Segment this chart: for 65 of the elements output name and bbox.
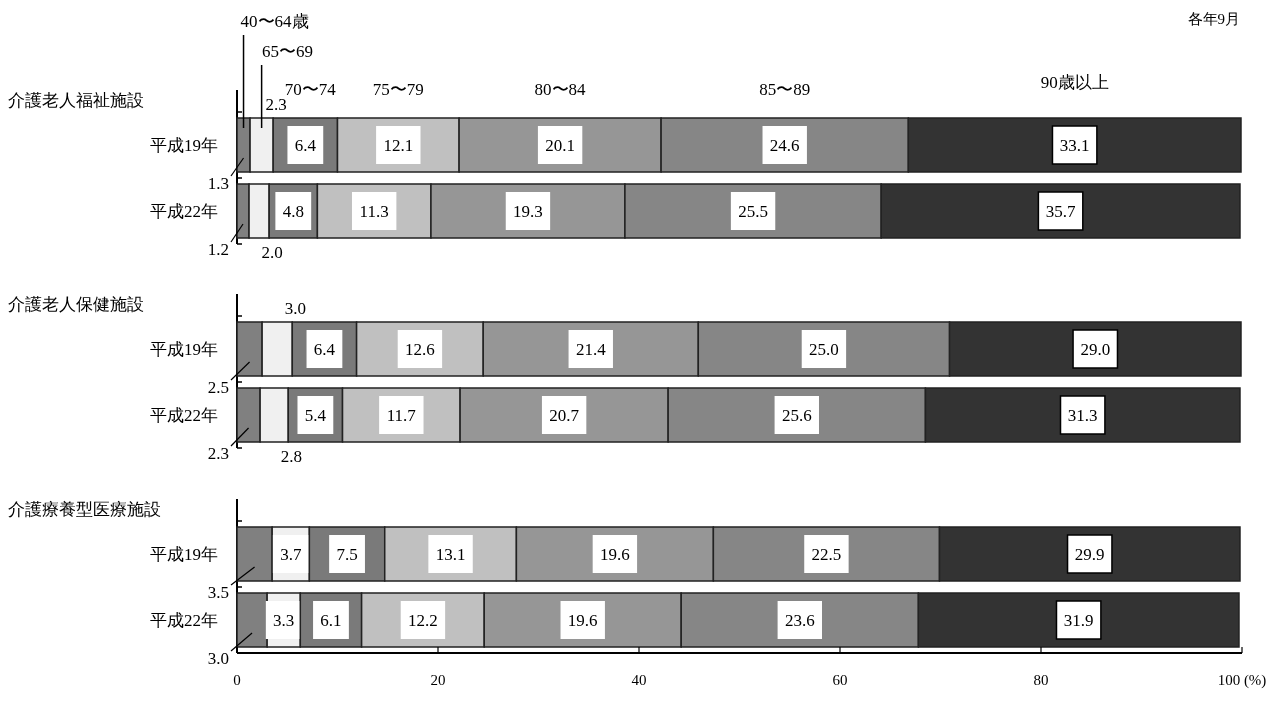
data-label: 33.1 <box>1059 136 1090 155</box>
data-label: 24.6 <box>769 136 800 155</box>
data-label: 19.6 <box>567 611 598 630</box>
x-tick-label: 0 <box>233 672 241 688</box>
data-label: 22.5 <box>811 545 842 564</box>
x-tick-label: 100 (%) <box>1217 672 1267 689</box>
data-label: 3.0 <box>284 299 306 318</box>
data-label: 3.0 <box>207 649 229 668</box>
text: 介護老人福祉施設 <box>8 91 144 110</box>
y-tick-label: 平成22年 <box>150 202 218 221</box>
series-label: 75〜79 <box>372 80 424 99</box>
data-label: 13.1 <box>435 545 466 564</box>
data-label: 1.2 <box>207 240 229 259</box>
y-tick-label: 平成22年 <box>150 406 218 425</box>
data-label: 12.6 <box>405 340 435 359</box>
text: 各年9月 <box>1187 11 1240 27</box>
data-label: 11.7 <box>386 406 417 425</box>
text: 介護療養型医療施設 <box>8 500 161 519</box>
text: 40〜64歳 <box>240 12 309 31</box>
data-label: 6.4 <box>294 136 317 155</box>
data-label: 5.4 <box>304 406 327 425</box>
data-label: 29.0 <box>1080 340 1111 359</box>
data-label: 25.0 <box>809 340 839 359</box>
data-label: 23.6 <box>784 611 815 630</box>
y-tick-label: 平成19年 <box>150 545 218 564</box>
series-label: 80〜84 <box>534 80 587 99</box>
data-label: 2.8 <box>280 447 302 466</box>
data-label: 19.3 <box>513 202 543 221</box>
data-label: 31.9 <box>1063 611 1094 630</box>
x-tick-label: 20 <box>430 672 446 688</box>
series-label: 90歳以上 <box>1040 73 1109 92</box>
data-label: 2.0 <box>261 243 283 262</box>
data-label: 3.7 <box>280 545 302 564</box>
data-label: 2.5 <box>207 378 229 397</box>
data-label: 6.1 <box>320 611 342 630</box>
data-label: 12.1 <box>383 136 414 155</box>
data-label: 6.4 <box>313 340 336 359</box>
x-tick-label: 40 <box>631 672 647 688</box>
y-tick-label: 平成19年 <box>150 136 218 155</box>
y-tick-label: 平成22年 <box>150 611 218 630</box>
data-label: 11.3 <box>359 202 389 221</box>
data-label: 21.4 <box>575 340 607 359</box>
data-label: 3.5 <box>207 583 229 602</box>
data-label: 19.6 <box>600 545 630 564</box>
data-label: 25.5 <box>738 202 768 221</box>
data-label: 31.3 <box>1067 406 1098 425</box>
data-label: 29.9 <box>1074 545 1105 564</box>
data-label: 25.6 <box>781 406 812 425</box>
text: 介護老人保健施設 <box>8 295 144 314</box>
data-label: 20.7 <box>549 406 580 425</box>
text: 65〜69 <box>262 42 314 61</box>
data-label: 12.2 <box>408 611 438 630</box>
data-label: 20.1 <box>545 136 575 155</box>
y-tick-label: 平成19年 <box>150 340 218 359</box>
data-label: 7.5 <box>336 545 358 564</box>
x-tick-label: 60 <box>832 672 848 688</box>
x-tick-label: 80 <box>1033 672 1049 688</box>
data-label: 35.7 <box>1045 202 1076 221</box>
series-label: 70〜74 <box>284 80 337 99</box>
data-label: 4.8 <box>282 202 304 221</box>
data-label: 2.3 <box>265 95 287 114</box>
data-label: 1.3 <box>207 174 229 193</box>
series-label: 85〜89 <box>759 80 811 99</box>
data-label: 2.3 <box>207 444 229 463</box>
data-label: 3.3 <box>273 611 295 630</box>
